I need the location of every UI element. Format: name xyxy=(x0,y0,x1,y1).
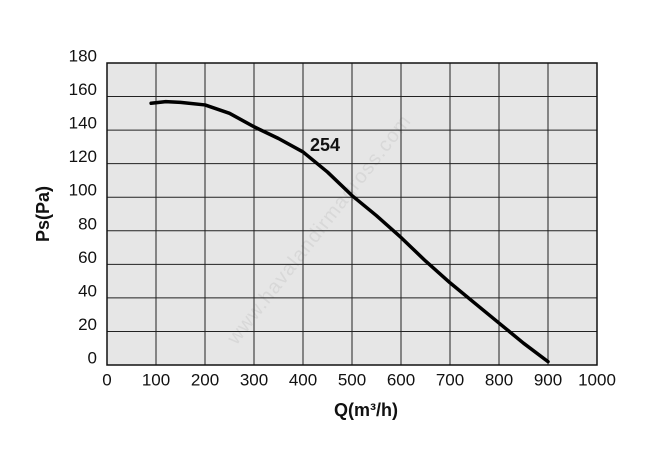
x-tick-label: 400 xyxy=(289,370,317,389)
annotation: 254 xyxy=(310,135,340,155)
x-tick-label: 700 xyxy=(436,370,464,389)
x-tick-label: 900 xyxy=(534,370,562,389)
x-tick-label: 800 xyxy=(485,370,513,389)
x-tick-label: 0 xyxy=(102,370,111,389)
y-tick-label: 80 xyxy=(78,214,97,233)
y-tick-label: 40 xyxy=(78,281,97,300)
x-tick-label: 600 xyxy=(387,370,415,389)
y-tick-label: 180 xyxy=(69,46,97,65)
x-tick-label: 500 xyxy=(338,370,366,389)
y-tick-label: 60 xyxy=(78,248,97,267)
x-tick-label: 300 xyxy=(240,370,268,389)
x-tick-label: 200 xyxy=(191,370,219,389)
x-tick-label: 1000 xyxy=(578,370,616,389)
y-tick-label: 160 xyxy=(69,80,97,99)
x-axis-title: Q(m³/h) xyxy=(334,400,398,420)
y-tick-label: 140 xyxy=(69,114,97,133)
plot-border xyxy=(106,62,598,366)
y-tick-label: 20 xyxy=(78,315,97,334)
y-tick-label: 0 xyxy=(88,348,97,367)
line xyxy=(149,99,550,364)
y-axis-title: Ps(Pa) xyxy=(33,186,53,242)
y-tick-label: 120 xyxy=(69,147,97,166)
x-tick-label: 100 xyxy=(142,370,170,389)
y-tick-label: 100 xyxy=(69,181,97,200)
